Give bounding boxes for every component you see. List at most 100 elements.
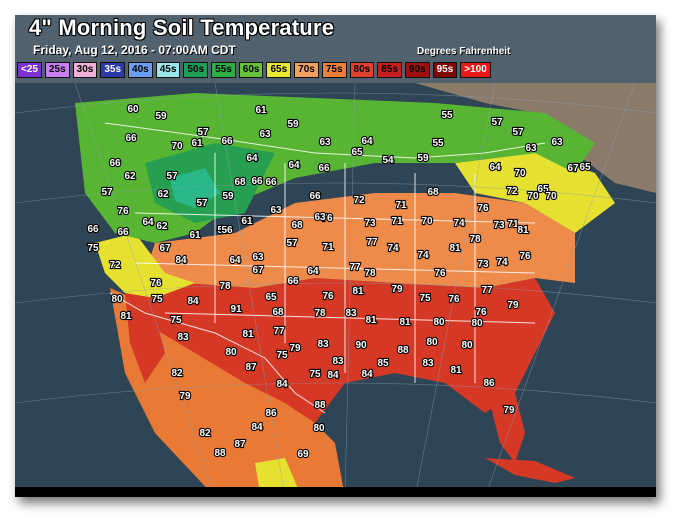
station-reading: 75: [276, 350, 288, 361]
station-reading: 59: [417, 153, 429, 164]
legend-chip: 50s: [183, 62, 209, 78]
station-reading: 59: [222, 191, 234, 202]
legend-chip: 90s: [404, 62, 430, 78]
legend-chip: 45s: [155, 62, 181, 78]
station-reading: 74: [496, 257, 508, 268]
station-reading: 81: [120, 311, 132, 322]
station-reading: 76: [434, 268, 446, 279]
station-reading: 66: [109, 158, 121, 169]
station-reading: 63: [525, 143, 537, 154]
station-reading: 62: [156, 221, 168, 232]
station-reading: 79: [289, 343, 301, 354]
station-reading: 84: [251, 422, 263, 433]
station-reading: 58: [241, 216, 253, 227]
station-reading: 81: [399, 317, 411, 328]
station-reading: 84: [361, 369, 373, 380]
station-reading: 79: [507, 300, 519, 311]
station-reading: 56: [221, 225, 233, 236]
station-reading: 73: [493, 220, 505, 231]
station-reading: 57: [491, 117, 503, 128]
station-reading: 88: [214, 448, 226, 459]
legend-chip: 70s: [294, 62, 319, 78]
footer-strip: [15, 487, 656, 497]
station-reading: 68: [234, 177, 246, 188]
station-reading: 70: [514, 168, 526, 179]
borders: [104, 122, 546, 414]
station-reading: 66: [117, 227, 129, 238]
station-reading: 80: [461, 340, 473, 351]
station-reading: 70: [171, 141, 183, 152]
station-reading: 63: [314, 212, 326, 223]
station-reading: 80: [433, 317, 445, 328]
station-reading: 66: [125, 133, 137, 144]
station-reading: 75: [170, 315, 182, 326]
station-reading: 83: [332, 356, 344, 367]
valid-time: Friday, Aug 12, 2016 - 07:00AM CDT: [33, 43, 236, 57]
legend-chip: >100: [460, 62, 491, 78]
station-reading: 80: [225, 347, 237, 358]
station-reading: 81: [352, 286, 364, 297]
station-reading: 81: [450, 365, 462, 376]
unit-label: Degrees Fahrenheit: [417, 46, 511, 57]
legend-chip: 60s: [238, 62, 264, 78]
station-reading: 77: [349, 262, 361, 273]
station-reading: 71: [322, 242, 334, 253]
station-reading: 87: [234, 439, 246, 450]
legend-chip: <25: [17, 62, 42, 78]
station-reading: 78: [219, 281, 231, 292]
station-reading: 74: [453, 218, 465, 229]
station-reading: 84: [187, 296, 199, 307]
station-reading: 63: [551, 137, 563, 148]
station-reading: 76: [477, 203, 489, 214]
station-reading: 57: [166, 171, 178, 182]
station-reading: 68: [291, 220, 303, 231]
legend-chip: 55s: [211, 62, 236, 78]
station-reading: 65: [351, 147, 363, 158]
station-reading: 57: [197, 127, 209, 138]
station-reading: 81: [517, 225, 529, 236]
station-reading: 74: [417, 250, 429, 261]
station-reading: 85: [377, 358, 389, 369]
station-reading: 64: [142, 217, 154, 228]
station-reading: 83: [317, 339, 329, 350]
station-reading: 64: [246, 153, 258, 164]
station-reading: 76: [117, 206, 129, 217]
station-reading: 55: [432, 138, 444, 149]
station-reading: 80: [471, 318, 483, 329]
station-reading: 65: [265, 292, 277, 303]
station-reading: 63: [319, 137, 331, 148]
station-reading: 66: [221, 136, 233, 147]
station-reading: 68: [427, 187, 439, 198]
station-reading: 62: [157, 189, 169, 200]
station-reading: 82: [171, 368, 183, 379]
station-reading: 80: [313, 423, 325, 434]
station-reading: 59: [155, 111, 167, 122]
station-reading: 76: [321, 213, 333, 224]
station-reading: 83: [177, 332, 189, 343]
legend-chip: 95s: [432, 62, 458, 78]
station-reading: 66: [318, 163, 330, 174]
station-reading: 67: [567, 163, 579, 174]
station-reading: 84: [175, 255, 187, 266]
station-reading: 63: [270, 205, 282, 216]
station-reading: 54: [382, 155, 394, 166]
station-reading: 87: [245, 362, 257, 373]
station-reading: 68: [272, 307, 284, 318]
station-reading: 77: [366, 237, 378, 248]
station-reading: 57: [286, 238, 298, 249]
station-reading: 80: [111, 294, 123, 305]
station-reading: 73: [364, 218, 376, 229]
station-reading: 60: [127, 104, 139, 115]
station-reading: 71: [507, 219, 519, 230]
station-reading: 88: [314, 400, 326, 411]
station-reading: 61: [189, 230, 201, 241]
legend-chip: 75s: [321, 62, 347, 78]
station-reading: 73: [477, 259, 489, 270]
station-reading: 66: [87, 224, 99, 235]
station-reading: 86: [483, 378, 495, 389]
station-reading: 61: [241, 216, 253, 227]
station-reading: 66: [265, 177, 277, 188]
station-reading: 75: [151, 294, 163, 305]
station-reading: 74: [387, 243, 399, 254]
